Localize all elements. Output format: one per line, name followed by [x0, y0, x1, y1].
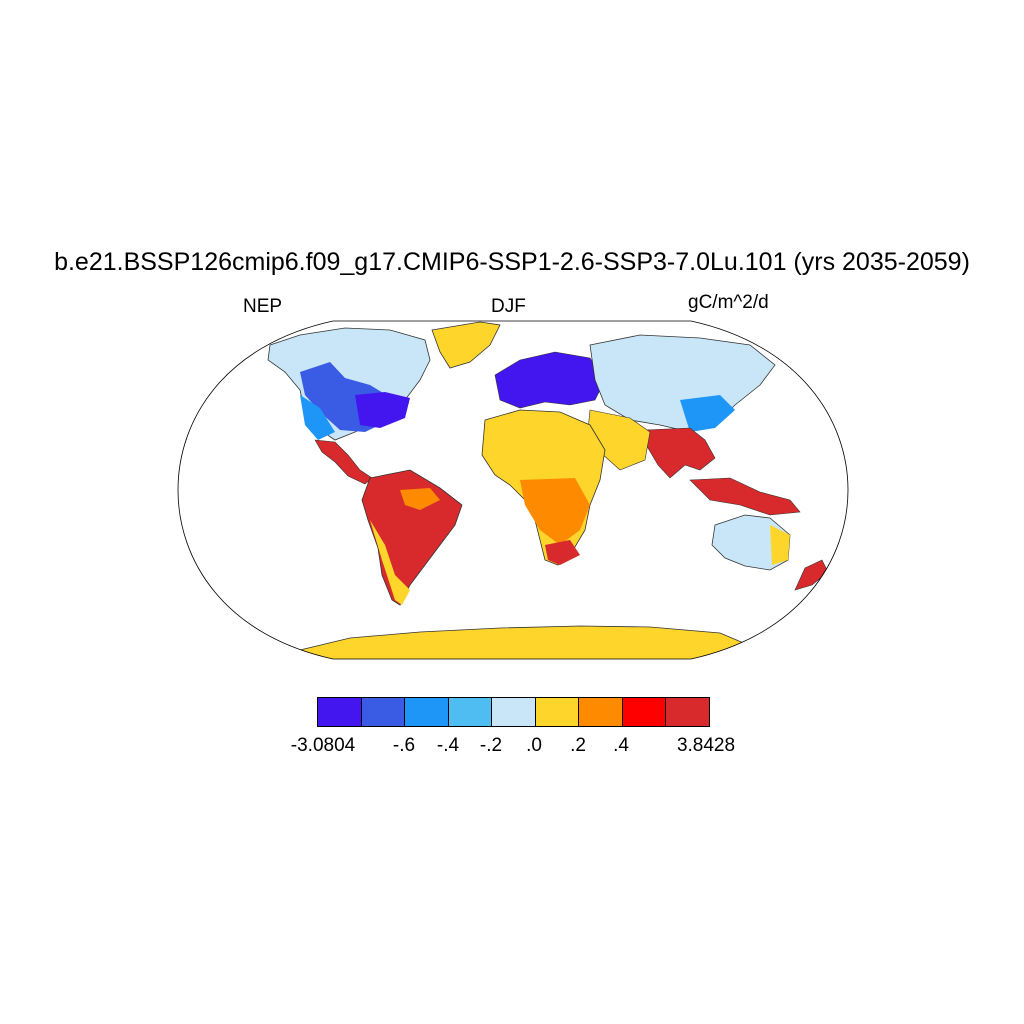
- colorbar-label: 3.8428: [676, 735, 736, 756]
- colorbar-swatch: [447, 697, 492, 727]
- greenland-region: [431, 321, 501, 369]
- south-america-yellow-region: [370, 520, 410, 605]
- south-america-orange-region: [400, 488, 440, 510]
- colorbar-swatch: [621, 697, 666, 727]
- south-asia-region: [644, 427, 716, 479]
- map-boundary: [177, 320, 849, 660]
- central-america-region: [314, 439, 373, 485]
- units-label: gC/m^2/d: [688, 292, 769, 313]
- southeast-asia-region: [689, 477, 801, 516]
- variable-label: NEP: [243, 296, 283, 317]
- central-africa-region: [520, 478, 590, 545]
- colorbar-swatch: [317, 697, 362, 727]
- east-asia-blue-region: [680, 395, 735, 432]
- colorbar-swatch: [404, 697, 449, 727]
- colorbar-label: -3.0804: [290, 735, 356, 756]
- colorbar-swatch: [578, 697, 623, 727]
- east-australia-region: [770, 525, 790, 565]
- antarctica-region: [299, 625, 761, 659]
- western-na-region: [300, 395, 335, 440]
- colorbar-label: .2: [570, 735, 586, 756]
- map-title: b.e21.BSSP126cmip6.f09_g17.CMIP6-SSP1-2.…: [54, 248, 970, 276]
- season-label: DJF: [491, 296, 526, 317]
- eastern-us-region: [355, 392, 410, 428]
- colorbar-label: .0: [526, 735, 542, 756]
- colorbar-label: .4: [613, 735, 629, 756]
- colorbar-label: -.4: [436, 735, 460, 756]
- colorbar-swatch: [534, 697, 579, 727]
- colorbar-label: -.6: [392, 735, 416, 756]
- colorbar-swatch: [491, 697, 536, 727]
- europe-region: [494, 351, 606, 409]
- southern-africa-region: [545, 540, 580, 565]
- colorbar-swatch: [665, 697, 710, 727]
- colorbar-label: -.2: [479, 735, 503, 756]
- colorbar-swatch: [360, 697, 405, 727]
